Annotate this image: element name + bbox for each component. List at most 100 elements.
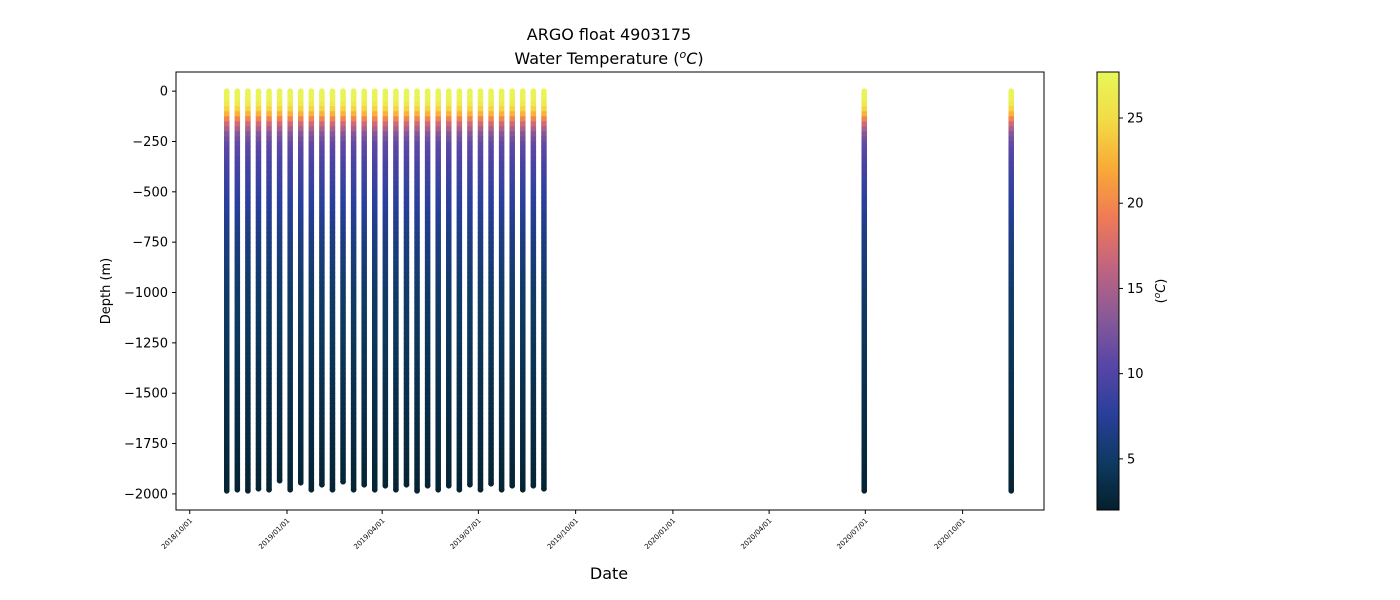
profile-bottom-point bbox=[861, 488, 868, 494]
profile-top-point bbox=[541, 88, 547, 94]
profile-2019-04-04 bbox=[382, 88, 389, 489]
colorbar-label: (oC) bbox=[1153, 279, 1169, 304]
profile-top-point bbox=[520, 88, 526, 94]
profile-2019-04-24 bbox=[403, 88, 410, 488]
profile-2019-08-22 bbox=[530, 88, 537, 489]
profile-top-point bbox=[414, 88, 420, 94]
y-tick-label: −1750 bbox=[124, 437, 168, 452]
x-tick-label: 2019/10/01 bbox=[546, 517, 580, 551]
colorbar bbox=[1096, 71, 1120, 511]
x-tick-label: 2019/07/01 bbox=[449, 517, 483, 551]
colorbar-ticks: 5 10 15 20 25 bbox=[1119, 112, 1144, 467]
colorbar-label-base: C bbox=[1154, 283, 1169, 293]
profile-bottom-point bbox=[340, 479, 346, 485]
profile-2019-03-05 bbox=[350, 88, 357, 493]
profile-bottom-point bbox=[372, 487, 378, 493]
profile-top-point bbox=[308, 88, 315, 94]
profile-2020-11-16 bbox=[1008, 88, 1014, 494]
profile-bottom-point bbox=[446, 483, 452, 489]
profile-2018-11-15 bbox=[234, 88, 241, 493]
profile-bottom-point bbox=[266, 487, 272, 493]
profile-top-point bbox=[361, 88, 367, 94]
profile-bottom-point bbox=[467, 482, 473, 488]
x-axis-ticks: 2018/10/01 2019/01/01 2019/04/01 2019/07/01… bbox=[160, 510, 967, 551]
subtitle-unit-base: C bbox=[686, 49, 698, 68]
scatter-marks bbox=[223, 88, 1014, 494]
profile-2019-07-13 bbox=[488, 88, 494, 487]
profile-2019-05-04 bbox=[414, 88, 420, 494]
profile-2019-08-02 bbox=[509, 88, 515, 489]
profile-2019-09-01 bbox=[541, 88, 547, 492]
profile-top-point bbox=[530, 88, 537, 94]
profile-bottom-point bbox=[488, 481, 494, 487]
profile-top-point bbox=[350, 88, 357, 94]
profile-2020-06-30 bbox=[861, 88, 868, 494]
profile-bottom-point bbox=[456, 487, 463, 493]
y-tick-label: −1250 bbox=[124, 336, 168, 351]
profile-top-point bbox=[488, 88, 494, 94]
colorbar-label-sup: o bbox=[1153, 292, 1163, 298]
profile-bottom-point bbox=[298, 480, 304, 486]
profile-bottom-point bbox=[234, 487, 241, 493]
profile-2019-02-03 bbox=[319, 88, 325, 488]
profile-top-point bbox=[245, 88, 251, 94]
profile-top-point bbox=[435, 88, 441, 94]
profile-2019-04-14 bbox=[393, 88, 399, 493]
profile-bottom-point bbox=[245, 488, 251, 494]
profile-bottom-point bbox=[530, 483, 537, 489]
profile-top-point bbox=[446, 88, 452, 94]
profile-top-point bbox=[255, 88, 262, 94]
y-tick-label: −1000 bbox=[124, 286, 168, 301]
profile-bottom-point bbox=[255, 486, 262, 492]
plot-frame bbox=[175, 71, 1045, 511]
profile-top-point bbox=[467, 88, 473, 94]
profile-bottom-point bbox=[350, 487, 357, 493]
profile-2019-02-23 bbox=[340, 88, 346, 485]
profile-top-point bbox=[372, 88, 378, 94]
profile-bottom-point bbox=[382, 483, 389, 489]
profile-top-point bbox=[340, 88, 346, 94]
y-tick-label: −2000 bbox=[124, 487, 168, 502]
profile-2019-01-24 bbox=[308, 88, 315, 493]
x-tick-label: 2020/01/01 bbox=[643, 517, 677, 551]
profile-bottom-point bbox=[329, 487, 336, 493]
subtitle-unit-sup: o bbox=[679, 48, 686, 61]
profile-top-point bbox=[424, 88, 431, 94]
profile-bottom-point bbox=[414, 488, 420, 494]
y-axis-ticks: 0 −250 −500 −750 −1000 −1250 −1500 −1750 −2000 bbox=[124, 85, 176, 502]
profile-bottom-point bbox=[424, 483, 431, 489]
profile-2019-05-24 bbox=[435, 88, 441, 493]
profile-2019-06-03 bbox=[446, 88, 452, 489]
profile-bottom-point bbox=[287, 487, 293, 493]
profile-top-point bbox=[456, 88, 463, 94]
profile-top-point bbox=[382, 88, 389, 94]
profile-bottom-point bbox=[509, 483, 515, 489]
y-tick-label: −250 bbox=[132, 135, 168, 150]
profile-bottom-point bbox=[477, 487, 484, 493]
profile-2018-12-25 bbox=[276, 88, 283, 484]
profile-2018-11-25 bbox=[245, 88, 251, 494]
profile-2019-03-15 bbox=[361, 88, 367, 488]
profile-top-point bbox=[298, 88, 304, 94]
profile-bottom-point bbox=[435, 487, 441, 493]
y-tick-label: −1500 bbox=[124, 387, 168, 402]
profile-2018-12-05 bbox=[255, 88, 262, 492]
colorbar-tick-label: 20 bbox=[1127, 197, 1144, 212]
y-tick-label: −750 bbox=[132, 236, 168, 251]
colorbar-tick-label: 5 bbox=[1127, 452, 1135, 467]
profile-top-point bbox=[403, 88, 410, 94]
profile-bottom-point bbox=[308, 487, 315, 493]
y-axis-label: Depth (m) bbox=[99, 258, 114, 325]
profile-top-point bbox=[477, 88, 484, 94]
profile-2019-07-23 bbox=[498, 88, 505, 493]
profile-2019-07-03 bbox=[477, 88, 484, 493]
y-tick-label: −500 bbox=[132, 185, 168, 200]
x-tick-label: 2020/04/01 bbox=[739, 517, 773, 551]
x-axis-label: Date bbox=[590, 564, 628, 583]
profile-bottom-point bbox=[223, 488, 230, 494]
profile-top-point bbox=[287, 88, 293, 94]
x-tick-label: 2020/10/01 bbox=[933, 517, 967, 551]
profile-bottom-point bbox=[1008, 488, 1014, 494]
colorbar-tick-label: 25 bbox=[1127, 112, 1144, 127]
